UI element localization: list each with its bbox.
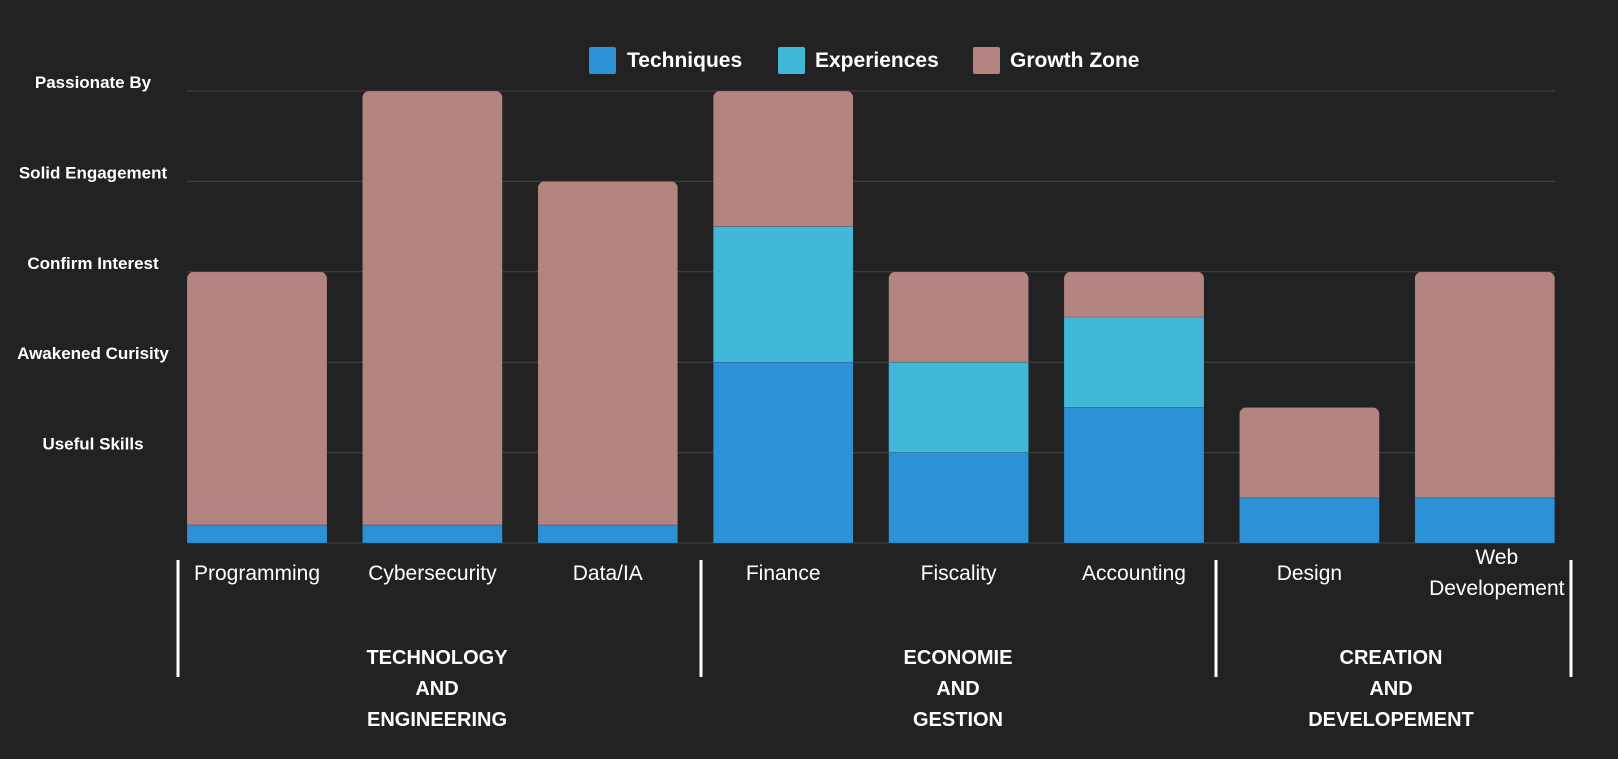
bar-accounting-techniques xyxy=(1064,407,1204,544)
bar-accounting-experiences xyxy=(1064,316,1204,408)
x-tick-label-fiscality: Fiscality xyxy=(921,562,997,585)
x-axis-labels: Programming Cybersecurity Data/IA Finance Fi… xyxy=(194,546,1565,600)
bar-stack-cybersecurity xyxy=(362,91,503,544)
bar-programming-techniques xyxy=(187,524,327,544)
bar-finance-techniques xyxy=(713,361,854,544)
bar-web-developement-techniques xyxy=(1414,497,1555,544)
bar-design-growth-zone xyxy=(1239,407,1380,499)
bar-cybersecurity-growth-zone xyxy=(362,91,503,526)
x-tick-label-design: Design xyxy=(1277,562,1342,585)
bar-cybersecurity-techniques xyxy=(362,524,503,544)
bar-finance-experiences xyxy=(713,226,854,363)
legend-swatch-growth-zone xyxy=(973,47,1000,74)
x-tick-label-accounting: Accounting xyxy=(1082,562,1186,585)
bar-stack-web-developement xyxy=(1414,271,1555,544)
bar-stack-accounting xyxy=(1064,271,1204,544)
x-tick-label-cybersecurity: Cybersecurity xyxy=(368,562,497,585)
bar-stack-data-ia xyxy=(537,181,678,544)
category-groups: TECHNOLOGY AND ENGINEERING ECONOMIE AND GESTI… xyxy=(176,560,1573,731)
x-tick-label-web-developement: Web Developement xyxy=(1429,546,1565,600)
bars xyxy=(187,91,1555,544)
legend-label-techniques: Techniques xyxy=(627,49,742,72)
x-tick-label-data-ia: Data/IA xyxy=(573,562,643,585)
legend-swatch-techniques xyxy=(589,47,616,74)
bar-fiscality-experiences xyxy=(888,361,1029,453)
bar-design-techniques xyxy=(1239,497,1380,544)
x-tick-label-programming: Programming xyxy=(194,562,320,585)
bar-web-developement-growth-zone xyxy=(1414,271,1555,499)
bar-finance-growth-zone xyxy=(713,91,854,227)
y-tick-label: Confirm Interest xyxy=(27,254,159,273)
legend-label-experiences: Experiences xyxy=(815,49,939,72)
legend: Techniques Experiences Growth Zone xyxy=(589,47,1140,74)
bar-programming-growth-zone xyxy=(187,271,327,526)
bar-fiscality-growth-zone xyxy=(888,271,1029,363)
group-label-economie: ECONOMIE AND GESTION xyxy=(904,647,1013,731)
y-tick-label: Solid Engagement xyxy=(19,163,168,182)
legend-swatch-experiences xyxy=(778,47,805,74)
x-tick-label-finance: Finance xyxy=(746,562,821,585)
group-label-technology: TECHNOLOGY AND ENGINEERING xyxy=(366,647,508,731)
y-tick-label: Passionate By xyxy=(35,73,152,92)
legend-label-growth-zone: Growth Zone xyxy=(1010,49,1140,72)
y-axis-labels: Useful Skills Awakened Curisity Confirm In… xyxy=(17,73,169,454)
bar-stack-finance xyxy=(713,91,854,544)
bar-accounting-growth-zone xyxy=(1064,271,1204,318)
group-label-creation: CREATION AND DEVELOPEMENT xyxy=(1308,647,1474,731)
y-tick-label: Useful Skills xyxy=(42,435,143,454)
bar-stack-programming xyxy=(187,271,327,544)
bar-stack-fiscality xyxy=(888,271,1029,544)
bar-fiscality-techniques xyxy=(888,452,1029,544)
bar-stack-design xyxy=(1239,407,1380,544)
y-tick-label: Awakened Curisity xyxy=(17,344,169,363)
bar-data-ia-techniques xyxy=(537,524,678,544)
bar-data-ia-growth-zone xyxy=(537,181,678,526)
